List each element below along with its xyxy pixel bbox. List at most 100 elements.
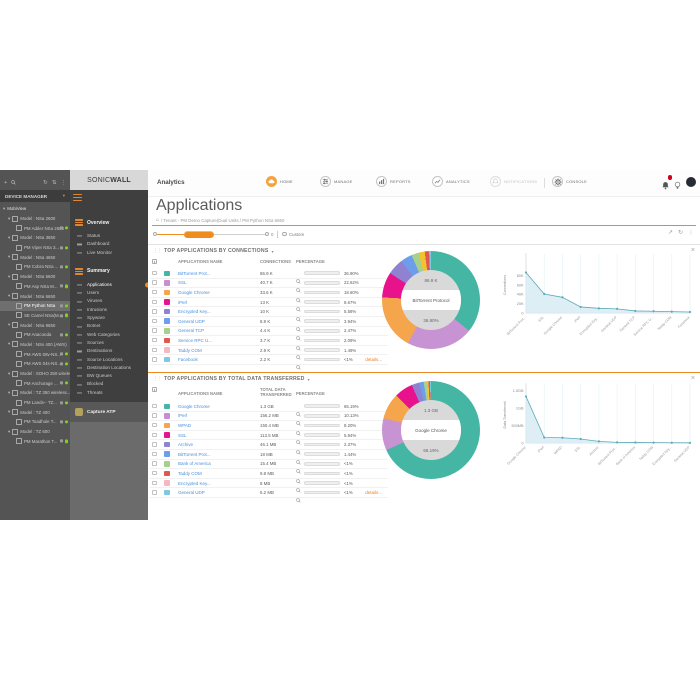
tree-device-row[interactable]: PM Viper NSa 3... xyxy=(0,243,70,253)
table-row[interactable]: iPerf 13 K 8.67% xyxy=(150,298,388,312)
chevron-down-icon[interactable]: ▾ xyxy=(62,193,65,198)
tree-device-row[interactable]: PM AWS 04s-NS... xyxy=(0,359,70,369)
close-icon[interactable]: × xyxy=(690,247,695,254)
chevron-down-icon[interactable]: ▾ xyxy=(271,248,274,254)
tree-expand-icon[interactable]: ▾ xyxy=(3,205,6,211)
table-row[interactable]: General UDP 5.2 MB <1% xyxy=(150,488,388,503)
app-name-link[interactable]: Taddy COM xyxy=(178,347,202,353)
zoom-icon[interactable] xyxy=(296,480,301,498)
table-row[interactable]: Encrypted Key... 10 K 5.58% xyxy=(150,307,388,322)
row-checkbox[interactable] xyxy=(152,422,157,428)
tree-device-row[interactable]: PM Anchorage ... xyxy=(0,378,70,388)
tree-expand-icon[interactable]: ▾ xyxy=(8,254,11,260)
sort-icon[interactable]: ⇅ xyxy=(51,180,57,186)
row-checkbox[interactable] xyxy=(152,470,157,476)
row-checkbox[interactable] xyxy=(152,309,157,314)
app-name-link[interactable]: Taddy COM xyxy=(178,470,202,476)
nav-item-source-locations[interactable]: Source Locations xyxy=(70,356,148,364)
nav-item-dashboard[interactable]: Dashboard xyxy=(70,240,148,248)
app-name-link[interactable]: iPerf xyxy=(178,413,188,419)
app-name-link[interactable]: SSL xyxy=(178,432,187,438)
zoom-icon[interactable] xyxy=(296,309,301,327)
nav-item-bw-queues[interactable]: BW Queues xyxy=(70,372,148,380)
tree-expand-icon[interactable]: ▾ xyxy=(8,389,11,395)
app-name-link[interactable]: Archive xyxy=(178,442,194,448)
refresh-icon[interactable]: ↻ xyxy=(677,230,683,236)
table-row[interactable]: Encrypted Key... 8 MB <1% xyxy=(150,479,388,493)
tree-device-row[interactable]: PM Toadhole T... xyxy=(0,417,70,427)
row-checkbox[interactable] xyxy=(152,289,157,295)
zoom-icon[interactable] xyxy=(296,328,301,346)
row-checkbox[interactable] xyxy=(152,347,157,353)
add-device-icon[interactable]: + xyxy=(4,180,8,186)
tree-device-row[interactable]: PM Cobra NSa ... xyxy=(0,262,70,272)
app-name-link[interactable]: iPerf xyxy=(178,299,188,305)
help-bulb[interactable] xyxy=(673,177,682,195)
nav-item-intrusions[interactable]: Intrusions xyxy=(70,306,148,314)
nav-item-web-categories[interactable]: Web Categories xyxy=(70,331,148,339)
zoom-icon[interactable] xyxy=(296,404,301,422)
close-icon[interactable]: × xyxy=(690,375,695,382)
nav-item-users[interactable]: Users xyxy=(70,289,148,297)
tree-expand-icon[interactable]: ▾ xyxy=(8,273,11,279)
nav-item-capture-atp[interactable]: Capture ATP xyxy=(70,402,148,422)
nav-item-status[interactable]: Status xyxy=(70,232,148,240)
tree-device-row[interactable]: PM Anaconda xyxy=(0,330,70,340)
device-manager-header[interactable]: DEVICE MANAGER ▾ xyxy=(0,190,70,202)
zoom-icon[interactable] xyxy=(296,299,301,317)
row-checkbox[interactable] xyxy=(152,403,157,409)
zoom-icon[interactable] xyxy=(296,347,301,365)
chevron-down-icon[interactable]: ▾ xyxy=(307,376,310,382)
row-checkbox[interactable] xyxy=(152,337,157,343)
tree-device-row[interactable]: PM Marathon T... xyxy=(0,437,70,447)
tree-device-row[interactable]: PM Python NSa xyxy=(0,300,70,311)
nav-item-blocked[interactable]: Blocked xyxy=(70,380,148,388)
tree-model-row[interactable]: ▾ Model : TZ 350 wireless... xyxy=(0,388,70,398)
row-checkbox[interactable] xyxy=(152,299,157,305)
zoom-icon[interactable] xyxy=(296,461,301,479)
section-header[interactable]: ⋮⋮ TOP APPLICATIONS BY CONNECTIONS ▾ × xyxy=(148,245,700,257)
tree-expand-icon[interactable]: ▾ xyxy=(8,370,11,376)
tree-model-row[interactable]: ▾ Model : SOHO 250 wirele... xyxy=(0,369,70,379)
row-checkbox[interactable] xyxy=(152,490,157,495)
export-icon[interactable]: ↗ xyxy=(667,230,673,236)
table-row[interactable]: Taddy COM 9.8 MB <1% xyxy=(150,469,388,484)
top-menu-console[interactable]: CONSOLE xyxy=(552,176,587,187)
app-name-link[interactable]: WPAD xyxy=(178,422,192,428)
table-row[interactable]: Taddy COM 2.9 K 1.49% xyxy=(150,346,388,360)
tree-device-row[interactable]: SE Camel NSa(M... xyxy=(0,311,70,321)
tree-model-row[interactable]: ▾ Model : NSa 2600 xyxy=(0,214,70,224)
kebab-menu-icon[interactable]: ⋮ xyxy=(60,180,67,186)
app-name-link[interactable]: General UDP xyxy=(178,490,205,496)
tree-model-row[interactable]: ▾ Model : NSa 4650 xyxy=(0,252,70,262)
nav-section-summary[interactable]: Summary xyxy=(70,265,148,278)
table-row[interactable]: Bank of America 15.4 MB <1% xyxy=(150,460,388,474)
row-checkbox[interactable] xyxy=(152,280,157,285)
app-name-link[interactable]: Google Chrome xyxy=(178,403,210,409)
app-name-link[interactable]: Encrypted Key... xyxy=(178,309,211,315)
tree-device-row[interactable]: PM Asp NSa M... xyxy=(0,282,70,292)
app-name-link[interactable]: General TCP xyxy=(178,328,205,334)
time-range-pill[interactable] xyxy=(184,230,214,238)
zoom-icon[interactable] xyxy=(296,290,301,308)
zoom-icon[interactable] xyxy=(296,338,301,356)
section-header[interactable]: ⋮⋮ TOP APPLICATIONS BY TOTAL DATA TRANSF… xyxy=(148,373,700,385)
zoom-icon[interactable] xyxy=(296,413,301,431)
slider-end-handle[interactable] xyxy=(265,232,269,236)
user-avatar[interactable] xyxy=(686,177,696,187)
app-name-link[interactable]: Encrypted Key... xyxy=(178,480,211,486)
slider-start-handle[interactable] xyxy=(153,232,157,236)
app-name-link[interactable]: BitTorrent Prot... xyxy=(178,451,211,457)
tree-model-row[interactable]: ▾ Model : NSa 6650 xyxy=(0,291,70,301)
data-donut-chart[interactable]: 1.3 GB Google Chrome 65.19% xyxy=(382,381,480,479)
nav-item-botnet[interactable]: Botnet xyxy=(70,322,148,330)
top-menu-analytics[interactable]: ANALYTICS xyxy=(432,176,470,187)
tree-model-row[interactable]: ▾ Model : NSa 9650 xyxy=(0,320,70,330)
row-checkbox[interactable] xyxy=(152,480,157,486)
connections-donut-chart[interactable]: 86.9 K BitTorrent Protocol 36.90% xyxy=(382,251,480,349)
zoom-icon[interactable] xyxy=(296,442,301,460)
table-row[interactable]: SSL 113.5 MB 5.84% xyxy=(150,431,388,445)
row-checkbox[interactable] xyxy=(152,461,157,466)
top-menu-manage[interactable]: MANAGE xyxy=(320,176,353,187)
menu-collapse-icon[interactable] xyxy=(73,194,82,201)
